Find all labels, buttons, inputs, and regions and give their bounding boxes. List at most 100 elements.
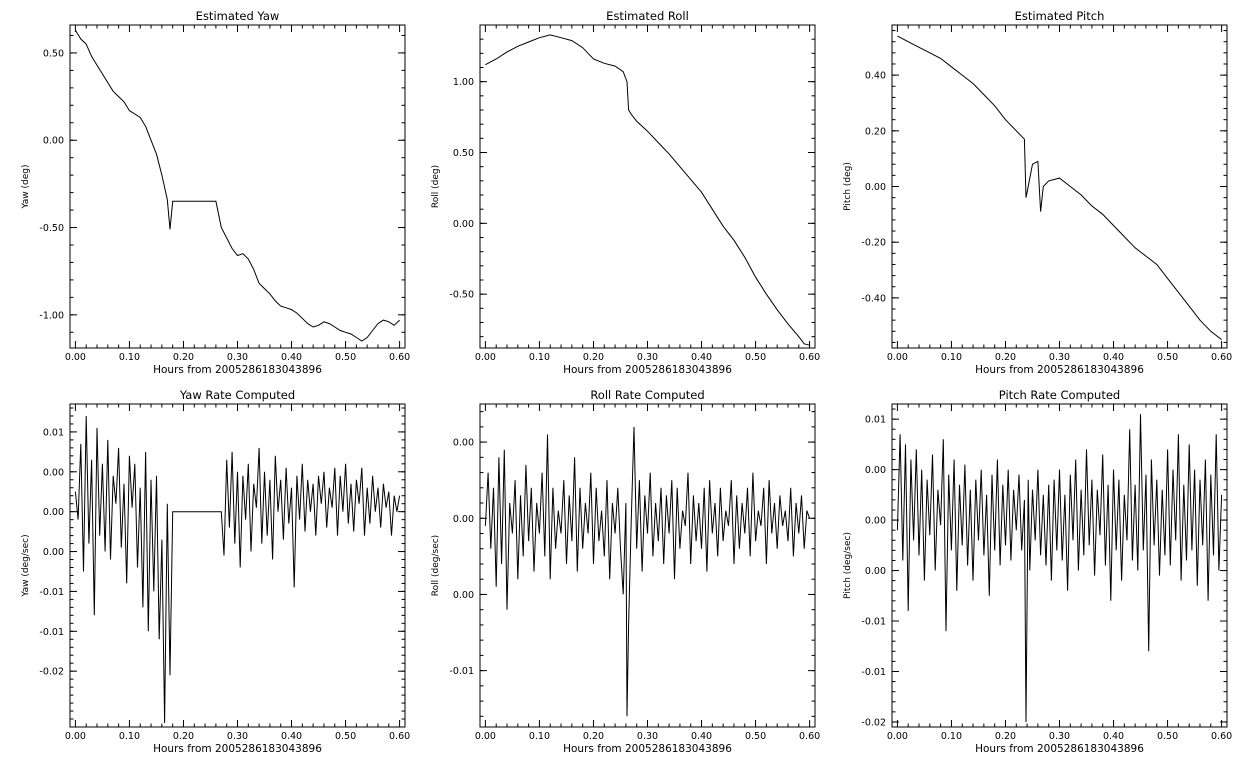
x-tick-label: 0.00 <box>65 731 86 742</box>
x-tick-label: 0.50 <box>335 731 356 742</box>
y-tick-label: 0.00 <box>865 566 886 577</box>
x-tick-label: 0.60 <box>799 731 820 742</box>
y-tick-label: -0.01 <box>861 617 886 628</box>
y-tick-label: -0.02 <box>861 717 886 728</box>
y-axis-label: Pitch (deg) <box>843 162 853 211</box>
x-tick-label: 0.20 <box>995 731 1016 742</box>
x-axis-label: Hours from 2005286183043896 <box>153 743 322 755</box>
x-tick-label: 0.10 <box>941 731 962 742</box>
x-tick-label: 0.00 <box>65 352 86 363</box>
panel-title: Estimated Pitch <box>1015 9 1105 23</box>
panel-title: Yaw Rate Computed <box>179 388 295 402</box>
x-tick-label: 0.00 <box>887 352 908 363</box>
panel-pitch: Estimated Pitch Hours from 2005286183043… <box>843 9 1232 376</box>
y-tick-label: 0.40 <box>865 71 886 82</box>
y-axis-label: Pitch (deg/sec) <box>843 532 853 599</box>
x-tick-label: 0.00 <box>475 352 496 363</box>
panel-title: Estimated Roll <box>606 9 689 23</box>
panel-roll-rate: Roll Rate Computed Hours from 2005286183… <box>431 388 820 755</box>
series-line <box>74 415 401 724</box>
series-line <box>484 426 811 717</box>
x-tick-label: 0.40 <box>691 731 712 742</box>
series-line <box>897 35 1222 340</box>
y-axis-label: Roll (deg) <box>431 165 441 208</box>
x-axis-label: Hours from 2005286183043896 <box>563 364 732 376</box>
x-tick-label: 0.50 <box>1157 731 1178 742</box>
y-tick-label: 0.00 <box>453 514 474 525</box>
y-tick-label: -0.50 <box>449 290 474 301</box>
x-tick-label: 0.00 <box>887 731 908 742</box>
y-tick-label: -0.50 <box>39 223 64 234</box>
y-tick-label: -0.01 <box>39 587 64 598</box>
x-tick-label: 0.60 <box>1211 352 1232 363</box>
x-tick-label: 0.20 <box>173 352 194 363</box>
x-tick-label: 0.60 <box>799 352 820 363</box>
x-tick-label: 0.40 <box>281 731 302 742</box>
y-tick-label: 0.50 <box>453 148 474 159</box>
y-tick-label: 0.00 <box>453 590 474 601</box>
x-tick-label: 0.40 <box>1103 352 1124 363</box>
series-line <box>74 29 400 342</box>
y-tick-label: -0.20 <box>861 238 886 249</box>
x-tick-label: 0.20 <box>583 731 604 742</box>
x-tick-label: 0.10 <box>119 352 140 363</box>
x-tick-label: 0.30 <box>1049 731 1070 742</box>
y-tick-label: 0.00 <box>865 516 886 527</box>
x-tick-label: 0.10 <box>941 352 962 363</box>
x-tick-label: 0.60 <box>1211 731 1232 742</box>
x-tick-label: 0.20 <box>583 352 604 363</box>
y-tick-label: 0.00 <box>43 467 64 478</box>
y-tick-label: 0.20 <box>865 126 886 137</box>
x-tick-label: 0.30 <box>637 352 658 363</box>
x-tick-label: 0.50 <box>745 731 766 742</box>
x-tick-label: 0.30 <box>227 352 248 363</box>
y-tick-label: -0.01 <box>861 667 886 678</box>
x-tick-label: 0.10 <box>529 731 550 742</box>
x-tick-label: 0.40 <box>1103 731 1124 742</box>
y-tick-label: -1.00 <box>39 310 64 321</box>
y-axis-label: Yaw (deg) <box>21 165 31 210</box>
y-tick-label: 0.01 <box>43 427 64 438</box>
y-tick-label: -0.01 <box>39 627 64 638</box>
series-line <box>485 34 810 346</box>
panel-title: Pitch Rate Computed <box>999 388 1120 402</box>
y-tick-label: 0.00 <box>453 219 474 230</box>
y-tick-label: 0.00 <box>43 547 64 558</box>
x-tick-label: 0.50 <box>1157 352 1178 363</box>
y-axis-label: Yaw (deg/sec) <box>21 534 31 597</box>
x-tick-label: 0.20 <box>173 731 194 742</box>
y-tick-label: -0.01 <box>449 666 474 677</box>
y-tick-label: 1.00 <box>453 77 474 88</box>
panel-pitch-rate: Pitch Rate Computed Hours from 200528618… <box>843 388 1232 755</box>
y-axis-label: Roll (deg/sec) <box>431 535 441 596</box>
x-axis-label: Hours from 2005286183043896 <box>563 743 732 755</box>
y-tick-label: 0.00 <box>43 136 64 147</box>
y-tick-label: 0.00 <box>865 182 886 193</box>
y-tick-label: 0.00 <box>453 438 474 449</box>
x-tick-label: 0.30 <box>637 731 658 742</box>
x-tick-label: 0.60 <box>389 731 410 742</box>
x-axis-label: Hours from 2005286183043896 <box>975 743 1144 755</box>
x-tick-label: 0.40 <box>691 352 712 363</box>
x-tick-label: 0.10 <box>529 352 550 363</box>
x-axis-label: Hours from 2005286183043896 <box>975 364 1144 376</box>
panel-title: Estimated Yaw <box>196 9 280 23</box>
y-tick-label: -0.02 <box>39 667 64 678</box>
y-tick-label: 0.50 <box>43 48 64 59</box>
series-line <box>896 414 1223 723</box>
panel-title: Roll Rate Computed <box>590 388 704 402</box>
x-tick-label: 0.20 <box>995 352 1016 363</box>
x-tick-label: 0.30 <box>1049 352 1070 363</box>
x-tick-label: 0.30 <box>227 731 248 742</box>
panel-yaw: Estimated Yaw Hours from 200528618304389… <box>21 9 410 376</box>
x-tick-label: 0.00 <box>475 731 496 742</box>
x-tick-label: 0.50 <box>745 352 766 363</box>
panel-roll: Estimated Roll Hours from 20052861830438… <box>431 9 820 376</box>
y-tick-label: 0.01 <box>865 415 886 426</box>
panel-yaw-rate: Yaw Rate Computed Hours from 20052861830… <box>21 388 410 755</box>
x-tick-label: 0.40 <box>281 352 302 363</box>
x-axis-label: Hours from 2005286183043896 <box>153 364 322 376</box>
x-tick-label: 0.50 <box>335 352 356 363</box>
y-tick-label: 0.00 <box>43 507 64 518</box>
